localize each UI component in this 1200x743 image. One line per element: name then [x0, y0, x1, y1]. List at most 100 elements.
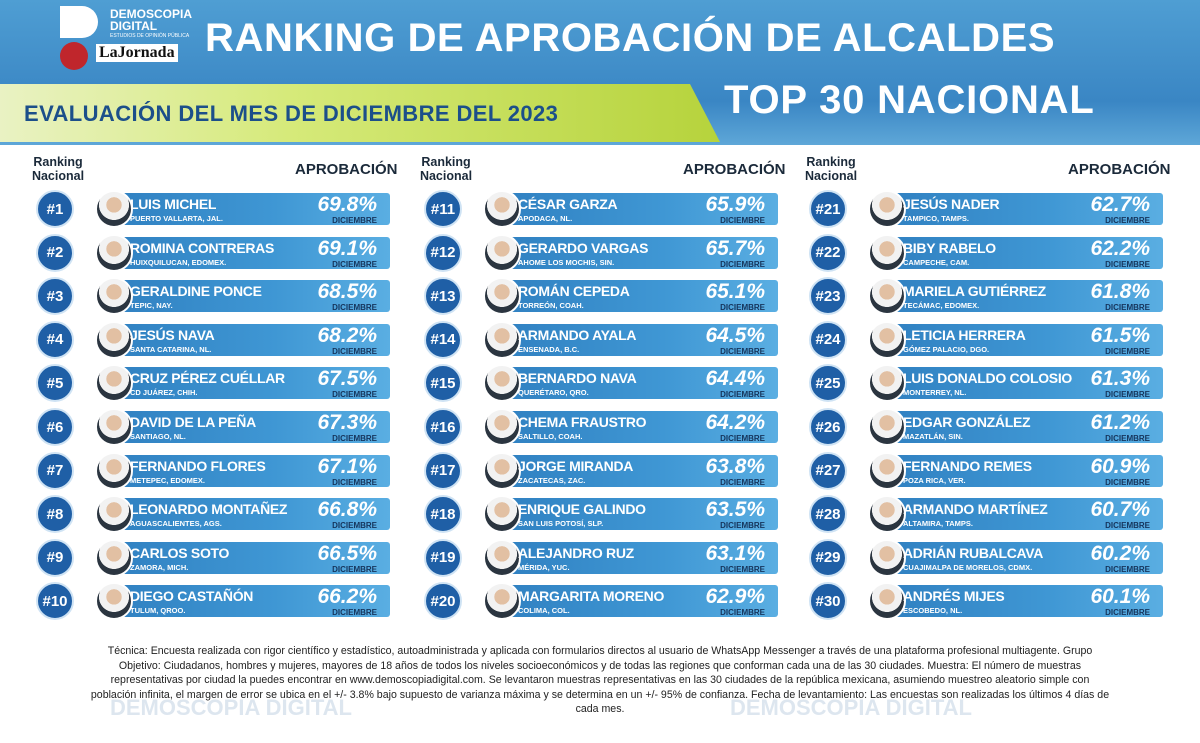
mayor-photo [483, 320, 521, 359]
mayor-name: ARMANDO MARTÍNEZ [903, 501, 1048, 518]
row-bar [103, 323, 390, 356]
subtitle-band [0, 84, 720, 142]
mayor-name: CHEMA FRAUSTRO [518, 414, 647, 430]
rank-badge: #14 [424, 320, 462, 359]
mayor-name: LETICIA HERRERA [903, 326, 1026, 343]
month-label: DICIEMBRE [720, 303, 765, 313]
row-bar [876, 541, 1163, 574]
top-label: TOP 30 NACIONAL [724, 78, 1095, 122]
row-bar [103, 541, 390, 574]
mayor-city: SANTIAGO, NL. [130, 432, 186, 441]
rank-badge: #19 [424, 538, 462, 577]
month-label: DICIEMBRE [332, 390, 377, 400]
approval-value: 60.1% [1090, 585, 1150, 609]
rank-badge: #8 [36, 495, 74, 534]
mayor-photo [868, 277, 906, 316]
mayor-photo [95, 320, 133, 359]
row-bar [103, 367, 390, 400]
mayor-photo [483, 582, 521, 621]
rank-badge: #15 [424, 364, 462, 403]
mayor-city: HUIXQUILUCAN, EDOMEX. [130, 257, 227, 267]
mayor-photo [868, 408, 906, 446]
rank-badge: #5 [36, 364, 74, 403]
month-label: DICIEMBRE [1105, 390, 1150, 400]
mayor-city: GÓMEZ PALACIO, DGO. [903, 344, 990, 354]
approval-header: APROBACIÓN [683, 161, 786, 178]
month-label: DICIEMBRE [720, 346, 765, 356]
mayor-photo [483, 364, 521, 403]
mayor-photo [868, 538, 906, 577]
rank-badge: #21 [809, 190, 847, 228]
mayor-photo [95, 451, 133, 490]
approval-value: 67.1% [317, 454, 377, 478]
mayor-photo [868, 364, 906, 403]
mayor-city: ZAMORA, MICH. [130, 562, 189, 572]
month-label: DICIEMBRE [720, 564, 765, 574]
partner-mark [60, 42, 88, 70]
rank-badge: #20 [424, 582, 462, 621]
rank-badge: #12 [424, 233, 462, 272]
mayor-city: AHOME LOS MOCHIS, SIN. [518, 257, 615, 267]
row-bar [876, 454, 1163, 487]
approval-value: 66.8% [317, 498, 377, 522]
mayor-city: CUAJIMALPA DE MORELOS, CDMX. [903, 562, 1033, 572]
mayor-city: MONTERREY, NL. [903, 388, 967, 398]
approval-value: 64.5% [705, 323, 765, 347]
approval-value: 67.5% [317, 367, 377, 391]
rank-badge: #30 [809, 582, 847, 621]
row-bar [876, 280, 1163, 313]
approval-value: 69.8% [317, 193, 377, 216]
mayor-photo [483, 233, 521, 272]
mayor-photo [483, 408, 521, 446]
month-label: DICIEMBRE [720, 390, 765, 400]
rank-badge: #16 [424, 408, 462, 446]
approval-value: 61.8% [1090, 280, 1150, 304]
month-label: DICIEMBRE [332, 608, 377, 618]
row-bar [876, 323, 1163, 356]
month-label: DICIEMBRE [332, 259, 377, 269]
mayor-photo [868, 451, 906, 490]
mayor-city: TAMPICO, TAMPS. [903, 214, 969, 223]
approval-header: APROBACIÓN [295, 161, 398, 178]
month-label: DICIEMBRE [720, 477, 765, 487]
mayor-name: ROMINA CONTRERAS [130, 239, 275, 256]
month-label: DICIEMBRE [332, 303, 377, 313]
row-bar [491, 193, 778, 225]
rank-badge: #27 [809, 451, 847, 490]
mayor-city: METEPEC, EDOMEX. [130, 475, 206, 485]
rank-badge: #4 [36, 320, 74, 359]
mayor-photo [95, 582, 133, 621]
rank-badge: #18 [424, 495, 462, 534]
approval-header: APROBACIÓN [1068, 161, 1171, 178]
approval-value: 60.2% [1090, 541, 1150, 565]
rank-badge: #9 [36, 538, 74, 577]
month-label: DICIEMBRE [1105, 303, 1150, 313]
row-bar [103, 280, 390, 313]
mayor-name: JESÚS NAVA [130, 326, 215, 343]
mayor-name: MARIELA GUTIÉRREZ [903, 283, 1046, 300]
partner-logo: LaJornada [96, 44, 178, 62]
row-bar [491, 585, 778, 618]
watermark: DEMOSCOPIA DIGITAL [110, 695, 352, 720]
rank-badge: #29 [809, 538, 847, 577]
mayor-name: JORGE MIRANDA [518, 457, 634, 474]
row-bar [876, 236, 1163, 269]
mayor-city: CAMPECHE, CAM. [903, 257, 970, 267]
month-label: DICIEMBRE [1105, 259, 1150, 269]
row-bar [103, 236, 390, 269]
mayor-name: ADRIÁN RUBALCAVA [903, 544, 1044, 561]
mayor-city: SANTA CATARINA, NL. [130, 344, 212, 354]
mayor-photo [868, 190, 906, 228]
mayor-city: QUERÉTARO, QRO. [518, 388, 589, 398]
row-bar [491, 280, 778, 313]
approval-value: 66.5% [317, 541, 377, 565]
rank-badge: #22 [809, 233, 847, 272]
rank-badge: #11 [424, 190, 462, 228]
row-bar [103, 411, 390, 443]
approval-value: 68.2% [317, 323, 377, 347]
mayor-name: FERNANDO FLORES [130, 457, 266, 474]
row-bar [876, 498, 1163, 531]
mayor-city: SAN LUIS POTOSÍ, SLP. [518, 519, 604, 529]
logo-tagline: ESTUDIOS DE OPINIÓN PÚBLICA [110, 33, 190, 39]
rank-badge: #13 [424, 277, 462, 316]
